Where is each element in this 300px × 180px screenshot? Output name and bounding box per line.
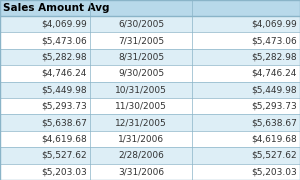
Bar <box>0 147 300 164</box>
Text: $4,619.68: $4,619.68 <box>251 134 297 143</box>
Bar <box>0 0 300 16</box>
Text: $5,638.67: $5,638.67 <box>251 118 297 127</box>
Bar <box>0 98 300 114</box>
Text: $5,293.73: $5,293.73 <box>41 102 87 111</box>
Text: $5,527.62: $5,527.62 <box>41 151 87 160</box>
Text: $5,449.98: $5,449.98 <box>251 85 297 94</box>
Bar <box>0 49 300 65</box>
Text: $5,282.98: $5,282.98 <box>251 53 297 62</box>
Text: Sales Amount Avg: Sales Amount Avg <box>3 3 110 13</box>
Bar <box>0 114 300 131</box>
Text: $5,203.03: $5,203.03 <box>41 167 87 176</box>
Bar <box>0 164 300 180</box>
Text: 6/30/2005: 6/30/2005 <box>118 20 164 29</box>
Text: $5,473.06: $5,473.06 <box>251 36 297 45</box>
Text: $5,203.03: $5,203.03 <box>251 167 297 176</box>
Text: $4,746.24: $4,746.24 <box>42 69 87 78</box>
Text: 8/31/2005: 8/31/2005 <box>118 53 164 62</box>
Text: 12/31/2005: 12/31/2005 <box>115 118 167 127</box>
Bar <box>0 82 300 98</box>
Text: 1/31/2006: 1/31/2006 <box>118 134 164 143</box>
Text: 11/30/2005: 11/30/2005 <box>115 102 167 111</box>
Text: $5,449.98: $5,449.98 <box>41 85 87 94</box>
Text: $4,069.99: $4,069.99 <box>41 20 87 29</box>
Text: 9/30/2005: 9/30/2005 <box>118 69 164 78</box>
Text: $5,282.98: $5,282.98 <box>41 53 87 62</box>
Text: $5,638.67: $5,638.67 <box>41 118 87 127</box>
Text: $5,473.06: $5,473.06 <box>41 36 87 45</box>
Text: 2/28/2006: 2/28/2006 <box>118 151 164 160</box>
Text: $5,527.62: $5,527.62 <box>251 151 297 160</box>
Text: $5,293.73: $5,293.73 <box>251 102 297 111</box>
Bar <box>0 65 300 82</box>
Bar <box>0 32 300 49</box>
Text: $4,069.99: $4,069.99 <box>251 20 297 29</box>
Bar <box>0 131 300 147</box>
Text: 7/31/2005: 7/31/2005 <box>118 36 164 45</box>
Text: $4,746.24: $4,746.24 <box>252 69 297 78</box>
Text: 10/31/2005: 10/31/2005 <box>115 85 167 94</box>
Bar <box>0 16 300 32</box>
Text: 3/31/2006: 3/31/2006 <box>118 167 164 176</box>
Text: $4,619.68: $4,619.68 <box>41 134 87 143</box>
